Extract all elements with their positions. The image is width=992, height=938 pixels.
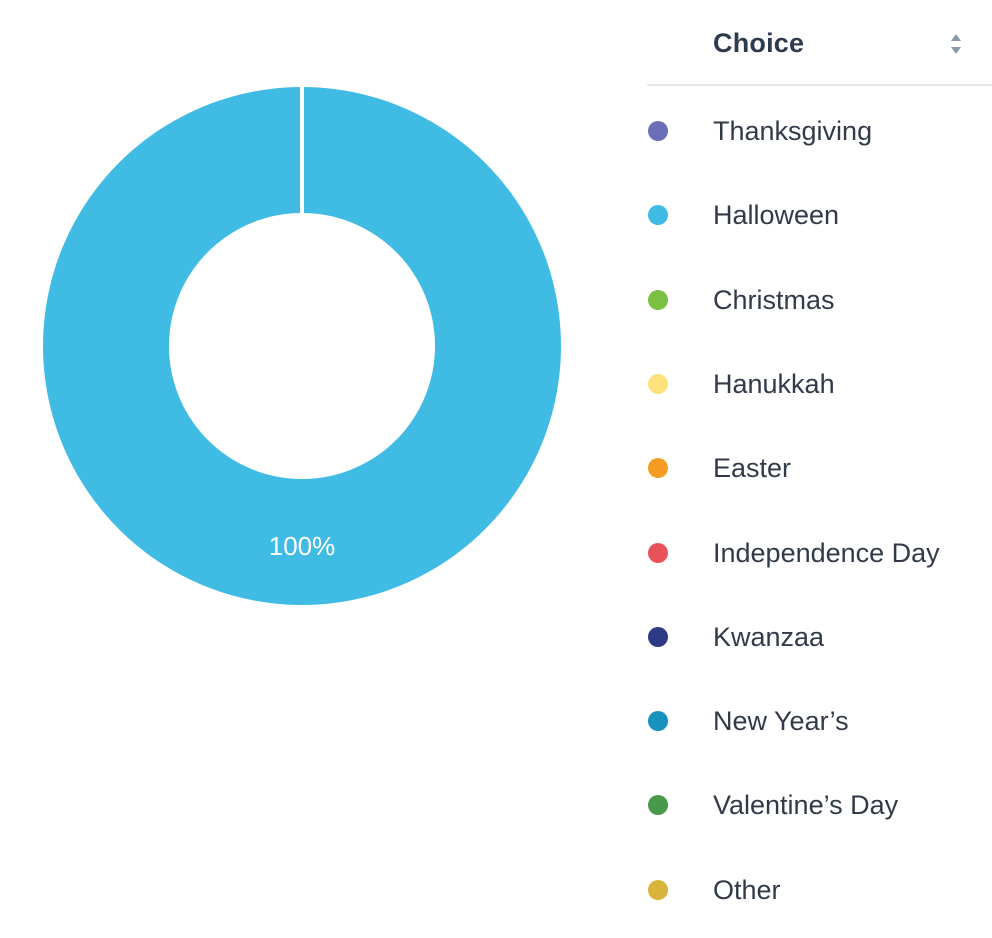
legend-item[interactable]: Christmas <box>647 280 992 320</box>
legend-color-dot <box>648 373 668 394</box>
legend-item[interactable]: Easter <box>647 448 992 488</box>
legend-item[interactable]: Halloween <box>647 195 992 235</box>
legend-color-dot <box>648 121 668 141</box>
donut-slice[interactable] <box>42 87 561 605</box>
legend-color-dot <box>648 711 668 732</box>
legend-color-dot <box>648 879 668 900</box>
legend-item-label: New Year’s <box>713 706 849 737</box>
legend-item-label: Independence Day <box>713 537 940 568</box>
legend-title: Choice <box>713 28 805 58</box>
legend-item-label: Thanksgiving <box>713 116 873 146</box>
legend-item-label: Other <box>713 874 781 905</box>
legend-item[interactable]: Hanukkah <box>647 364 992 404</box>
legend-item[interactable]: Valentine’s Day <box>647 785 992 825</box>
legend-item[interactable]: Other <box>647 870 992 910</box>
legend-color-dot <box>648 458 668 479</box>
legend-color-dot <box>648 795 668 816</box>
legend-item-label: Kwanzaa <box>713 621 825 652</box>
slice-percent-label: 100% <box>269 531 336 561</box>
legend-color-dot <box>648 626 668 647</box>
legend-item-label: Christmas <box>713 284 835 315</box>
legend-item[interactable]: New Year’s <box>647 701 992 741</box>
legend: Choice Thanksgiving Halloween Christmas Han… <box>647 0 992 938</box>
legend-header: Choice <box>647 0 992 86</box>
legend-item[interactable]: Independence Day <box>647 533 992 573</box>
sort-updown-icon[interactable] <box>950 32 962 56</box>
legend-item-label: Halloween <box>713 200 840 231</box>
legend-color-dot <box>648 205 668 226</box>
legend-color-dot <box>648 289 668 310</box>
legend-item[interactable]: Thanksgiving <box>647 111 992 151</box>
donut-chart: 100% <box>42 86 561 605</box>
legend-item-label: Easter <box>713 453 792 484</box>
legend-item-label: Hanukkah <box>713 368 835 399</box>
legend-color-dot <box>648 542 668 563</box>
legend-item-label: Valentine’s Day <box>713 790 899 821</box>
legend-item[interactable]: Kwanzaa <box>647 617 992 657</box>
